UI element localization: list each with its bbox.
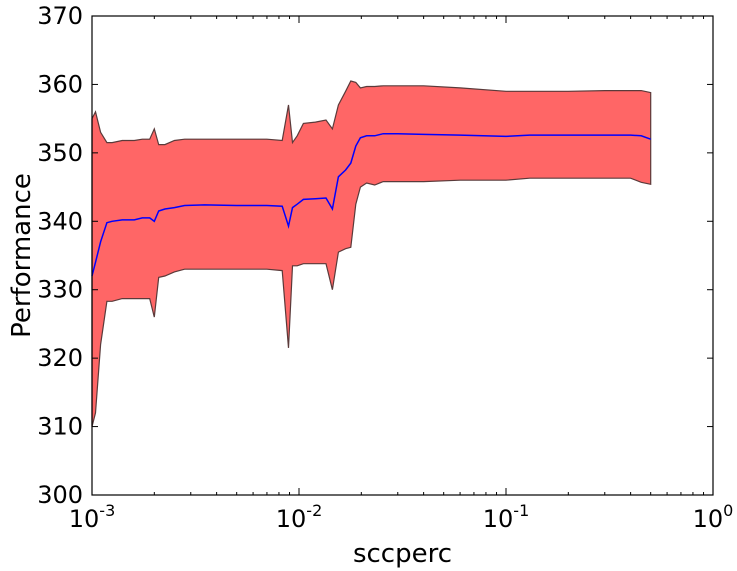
- x-tick-label: 100: [693, 501, 734, 533]
- x-tick-label: 10-2: [276, 501, 323, 533]
- plot-area: [91, 80, 652, 427]
- x-tick-label: 10-1: [483, 501, 530, 533]
- y-tick-label: 330: [37, 276, 83, 304]
- y-tick-label: 370: [37, 2, 83, 30]
- y-tick-label: 320: [37, 344, 83, 372]
- plot-frame: [91, 15, 714, 496]
- axis-ticks: 300 310 320 330 340 350 360 370 10-3 10-2 10-1 100: [37, 2, 733, 533]
- x-axis-label: sccperc: [353, 539, 452, 569]
- y-axis-label: Performance: [7, 173, 37, 338]
- confidence-band: [91, 80, 652, 427]
- y-tick-label: 300: [37, 481, 83, 509]
- y-tick-label: 340: [37, 207, 83, 235]
- y-tick-label: 310: [37, 413, 83, 441]
- y-tick-label: 350: [37, 139, 83, 167]
- mean-line: [91, 132, 651, 277]
- x-tick-label: 10-3: [69, 501, 116, 533]
- y-tick-label: 360: [37, 70, 83, 98]
